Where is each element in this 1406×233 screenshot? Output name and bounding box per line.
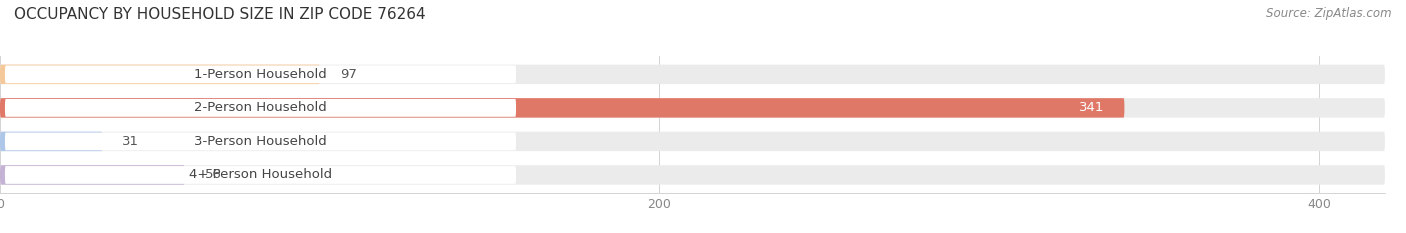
- FancyBboxPatch shape: [6, 65, 516, 83]
- Text: OCCUPANCY BY HOUSEHOLD SIZE IN ZIP CODE 76264: OCCUPANCY BY HOUSEHOLD SIZE IN ZIP CODE …: [14, 7, 426, 22]
- Text: 341: 341: [1080, 101, 1105, 114]
- FancyBboxPatch shape: [6, 166, 516, 184]
- Text: 4+ Person Household: 4+ Person Household: [188, 168, 332, 182]
- Text: 31: 31: [122, 135, 139, 148]
- FancyBboxPatch shape: [0, 65, 319, 84]
- FancyBboxPatch shape: [0, 98, 1125, 118]
- Text: 56: 56: [204, 168, 221, 182]
- Text: 97: 97: [340, 68, 357, 81]
- Text: Source: ZipAtlas.com: Source: ZipAtlas.com: [1267, 7, 1392, 20]
- FancyBboxPatch shape: [0, 65, 1385, 84]
- FancyBboxPatch shape: [6, 99, 516, 117]
- FancyBboxPatch shape: [0, 165, 1385, 185]
- Text: 2-Person Household: 2-Person Household: [194, 101, 326, 114]
- FancyBboxPatch shape: [0, 165, 184, 185]
- Text: 1-Person Household: 1-Person Household: [194, 68, 326, 81]
- Text: 3-Person Household: 3-Person Household: [194, 135, 326, 148]
- FancyBboxPatch shape: [0, 98, 1385, 118]
- FancyBboxPatch shape: [6, 133, 516, 150]
- FancyBboxPatch shape: [0, 132, 1385, 151]
- FancyBboxPatch shape: [0, 132, 103, 151]
